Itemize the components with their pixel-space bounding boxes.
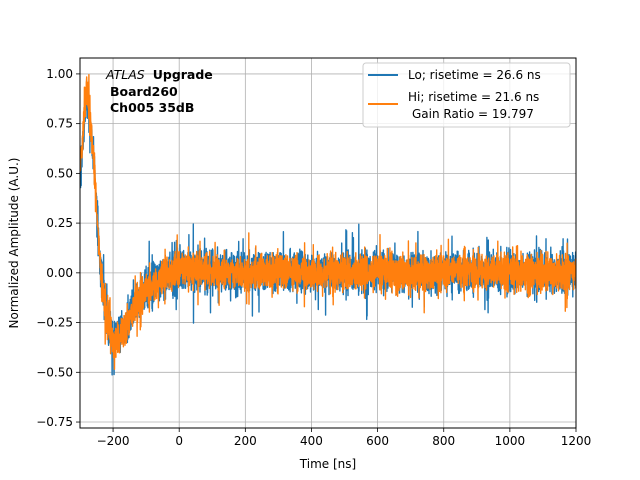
plot-frame: [79, 57, 577, 429]
x-tick-label: 1000: [495, 434, 526, 448]
x-tick-label: 200: [234, 434, 257, 448]
y-tick-label: 0.50: [46, 166, 73, 180]
legend-label-gain-ratio: Gain Ratio = 19.797: [412, 107, 534, 121]
x-axis: −200 0 200 400 600 800 1000 1200: [97, 428, 592, 448]
x-tick-label: 800: [432, 434, 455, 448]
x-tick-label: −200: [97, 434, 130, 448]
atlas-annotation-line1: ATLAS Upgrade: [105, 67, 213, 82]
x-tick-label: 1200: [561, 434, 592, 448]
atlas-label: ATLAS: [105, 67, 145, 82]
y-tick-label: 0.25: [46, 216, 73, 230]
x-tick-label: 0: [175, 434, 183, 448]
y-tick-label: −0.25: [36, 316, 73, 330]
y-tick-label: −0.50: [36, 365, 73, 379]
upgrade-label: Upgrade: [153, 67, 213, 82]
y-tick-label: 1.00: [46, 67, 73, 81]
x-tick-label: 400: [300, 434, 323, 448]
y-tick-label: 0.00: [46, 266, 73, 280]
y-tick-label: −0.75: [36, 415, 73, 429]
series-line-hi: [80, 73, 576, 370]
y-tick-label: 0.75: [46, 117, 73, 131]
legend: Lo; risetime = 26.6 ns Hi; risetime = 21…: [362, 62, 571, 128]
board-label: Board260: [110, 84, 178, 99]
legend-label-hi: Hi; risetime = 21.6 ns: [408, 90, 539, 104]
x-tick-label: 600: [366, 434, 389, 448]
legend-box: [362, 62, 571, 128]
legend-label-lo: Lo; risetime = 26.6 ns: [408, 68, 541, 82]
x-axis-label: Time [ns]: [299, 457, 356, 471]
atlas-annotation: ATLAS Upgrade Board260 Ch005 35dB: [105, 67, 213, 115]
y-axis-label: Normalized Amplitude (A.U.): [7, 158, 21, 329]
channel-label: Ch005 35dB: [110, 100, 194, 115]
y-axis: −0.75 −0.50 −0.25 0.00 0.25 0.50 0.75 1.00: [36, 67, 80, 429]
series-layer: [80, 73, 576, 376]
